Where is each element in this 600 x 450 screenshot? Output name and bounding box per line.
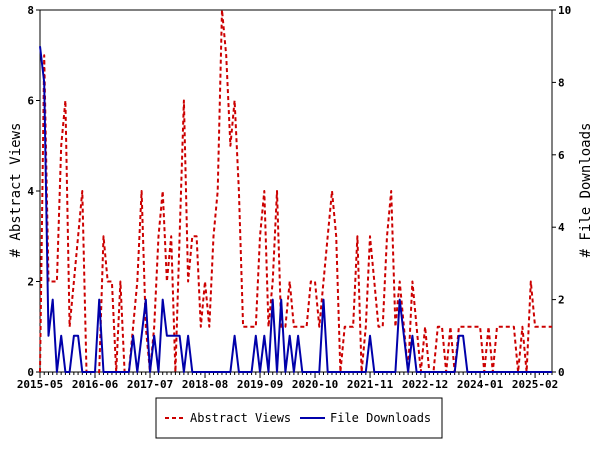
series-line-file-downloads (39, 46, 552, 373)
x-axis: 2015-05 2016-06 2017-07 2018-08 2019-09 2020-… (17, 372, 558, 391)
x-tick-label: 2024-01 (457, 378, 504, 391)
legend: Abstract Views File Downloads (155, 397, 443, 439)
plot-frame (39, 9, 553, 373)
x-tick-label: 2020-10 (292, 378, 338, 391)
y-right-tick-label: 0 (558, 366, 565, 379)
x-tick-label: 2021-11 (347, 378, 394, 391)
x-tick-label: 2018-08 (182, 378, 228, 391)
y-left-tick-label: 8 (27, 4, 34, 17)
series-layer (39, 9, 552, 373)
x-tick-label: 2025-02 (512, 378, 558, 391)
legend-label-file-downloads: File Downloads (330, 411, 431, 425)
y-right-axis: 0 2 4 6 8 10 (552, 4, 571, 379)
series-line-abstract-views (39, 9, 552, 373)
x-tick-label: 2017-07 (127, 378, 173, 391)
y-right-tick-label: 10 (558, 4, 571, 17)
x-tick-label: 2022-12 (402, 378, 448, 391)
legend-label-abstract-views: Abstract Views (190, 411, 291, 425)
y-right-axis-title: # File Downloads (578, 123, 594, 258)
y-left-tick-label: 4 (27, 185, 34, 198)
x-tick-label: 2019-09 (237, 378, 283, 391)
y-right-tick-label: 2 (558, 294, 565, 307)
y-left-tick-label: 2 (27, 276, 34, 289)
x-tick-label: 2015-05 (17, 378, 63, 391)
y-right-tick-label: 4 (558, 221, 565, 234)
y-left-axis: 0 2 4 6 8 (27, 4, 40, 379)
plot-border (39, 9, 553, 373)
y-right-tick-label: 6 (558, 149, 565, 162)
y-left-tick-label: 0 (27, 366, 34, 379)
legend-box (155, 397, 443, 439)
x-tick-label: 2016-06 (72, 378, 119, 391)
y-right-tick-label: 8 (558, 76, 565, 89)
y-left-tick-label: 6 (27, 95, 34, 108)
y-left-axis-title: # Abstract Views (8, 123, 24, 258)
